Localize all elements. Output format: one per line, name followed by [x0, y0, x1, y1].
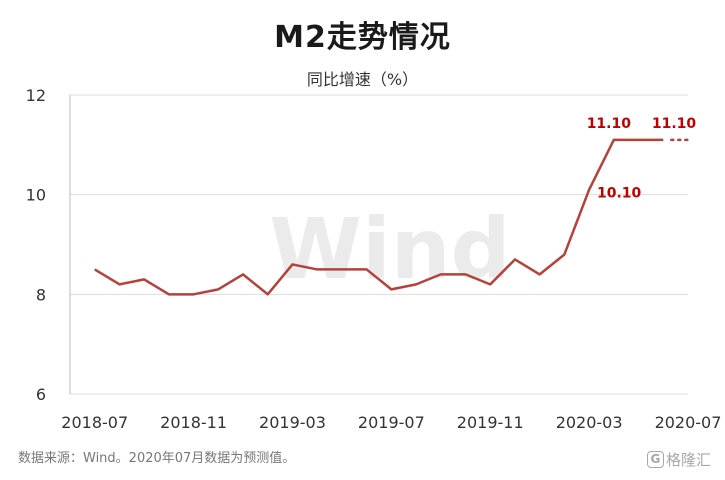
y-tick-label: 8	[36, 285, 46, 304]
x-tick-label: 2018-07	[61, 413, 128, 432]
y-tick-label: 10	[26, 186, 46, 205]
x-tick-label: 2019-03	[259, 413, 326, 432]
x-tick-label: 2018-11	[160, 413, 227, 432]
chart-title: M2走势情况	[274, 20, 451, 55]
x-tick-label: 2020-07	[655, 413, 722, 432]
y-tick-label: 6	[36, 385, 46, 404]
x-tick-label: 2019-11	[457, 413, 524, 432]
series-line	[94, 138, 664, 296]
source-note: 数据来源：Wind。2020年07月数据为预测值。	[18, 451, 296, 466]
data-label: 10.10	[597, 186, 642, 202]
data-label: 11.10	[587, 116, 632, 132]
x-tick-label: 2019-07	[358, 413, 425, 432]
watermark: Wind	[269, 200, 510, 298]
chart-subtitle: 同比增速（%）	[306, 70, 419, 89]
brand-logo-icon: G	[646, 451, 664, 468]
data-label: 11.10	[652, 116, 697, 132]
brand-logo: G 格隆汇	[646, 449, 711, 470]
x-tick-label: 2020-03	[556, 413, 623, 432]
brand-logo-text: 格隆汇	[665, 451, 711, 469]
y-tick-label: 12	[26, 86, 46, 105]
